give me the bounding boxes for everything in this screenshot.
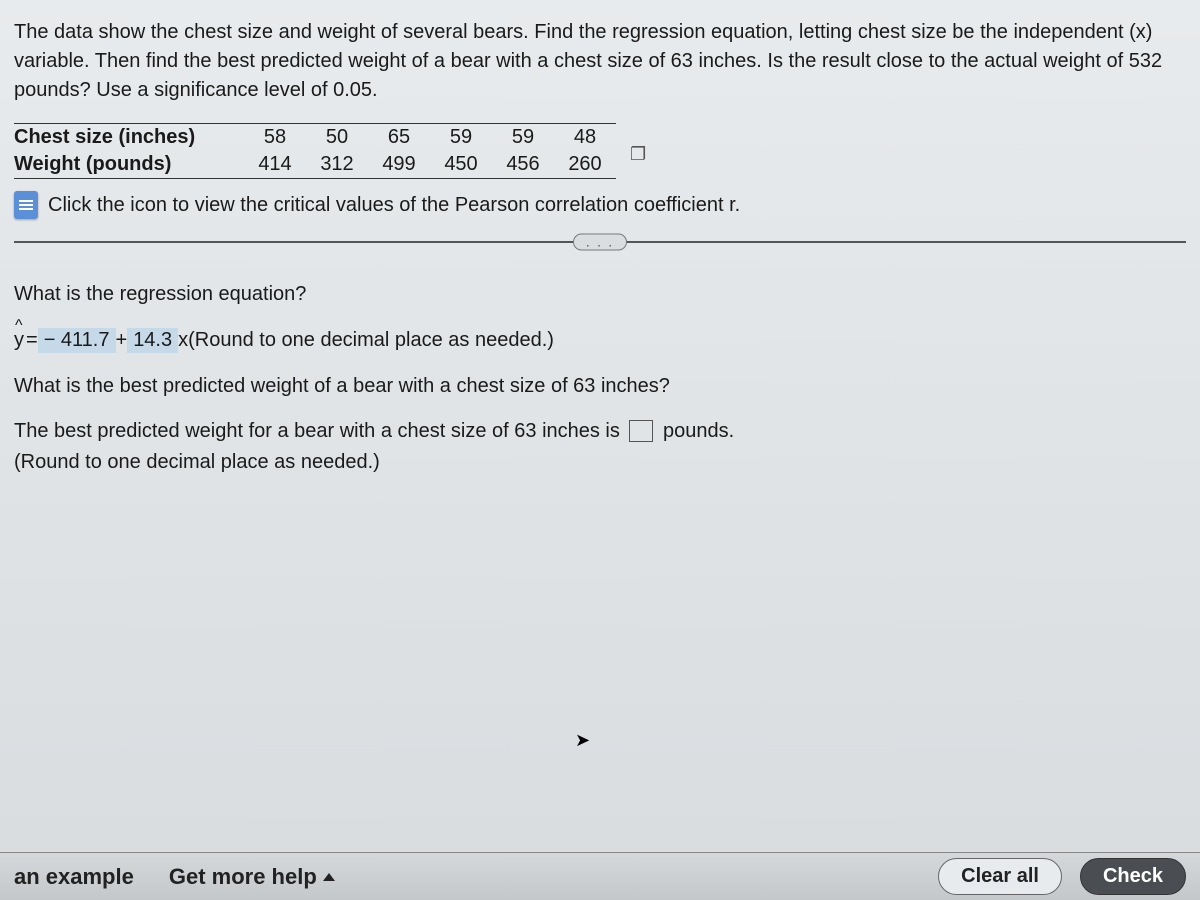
data-cell: 260 [554,151,616,179]
clear-all-button[interactable]: Clear all [938,858,1062,895]
section-divider: . . . [14,241,1186,243]
prediction-text-before: The best predicted weight for a bear wit… [14,420,625,442]
regression-question-prompt: What is the regression equation? [14,283,1186,306]
prediction-question-prompt: What is the best predicted weight of a b… [14,375,1186,398]
data-cell: 59 [492,124,554,152]
data-cell: 50 [306,124,368,152]
row-label-chest: Chest size (inches) [14,124,244,152]
intercept-input[interactable]: − 411.7 [38,328,116,353]
data-cell: 48 [554,124,616,152]
regression-equation: y = − 411.7 + 14.3 x (Round to one decim… [14,328,1186,353]
data-cell: 58 [244,124,306,152]
data-table: Chest size (inches) 58 50 65 59 59 48 We… [14,123,616,179]
table-row: Weight (pounds) 414 312 499 450 456 260 [14,151,616,179]
popout-icon[interactable]: ❐ [630,144,646,165]
data-cell: 414 [244,151,306,179]
document-icon[interactable] [14,191,38,219]
example-link[interactable]: an example [14,864,134,890]
data-cell: 499 [368,151,430,179]
question-intro: The data show the chest size and weight … [14,18,1186,105]
data-cell: 59 [430,124,492,152]
get-more-help-link[interactable]: Get more help [169,864,335,890]
cursor-icon: ➤ [575,730,590,751]
prediction-line: The best predicted weight for a bear wit… [14,420,1186,443]
help-label: Get more help [169,864,317,890]
rounding-hint: (Round to one decimal place as needed.) [188,329,554,352]
check-button[interactable]: Check [1080,858,1186,895]
prediction-hint: (Round to one decimal place as needed.) [14,451,1186,474]
critical-values-link[interactable]: Click the icon to view the critical valu… [48,194,740,217]
plus-sign: + [116,329,128,352]
prediction-text-after: pounds. [663,420,734,442]
data-cell: 312 [306,151,368,179]
data-cell: 65 [368,124,430,152]
caret-up-icon [323,873,335,881]
expand-ellipsis-button[interactable]: . . . [573,233,627,250]
data-cell: 450 [430,151,492,179]
slope-input[interactable]: 14.3 [127,328,178,353]
row-label-weight: Weight (pounds) [14,151,244,179]
x-suffix: x [178,329,188,352]
data-cell: 456 [492,151,554,179]
equals-sign: = [26,329,38,352]
bottom-toolbar: an example Get more help Clear all Check [0,852,1200,900]
table-row: Chest size (inches) 58 50 65 59 59 48 [14,124,616,152]
y-hat-symbol: y [14,329,24,352]
predicted-weight-input[interactable] [629,420,653,442]
